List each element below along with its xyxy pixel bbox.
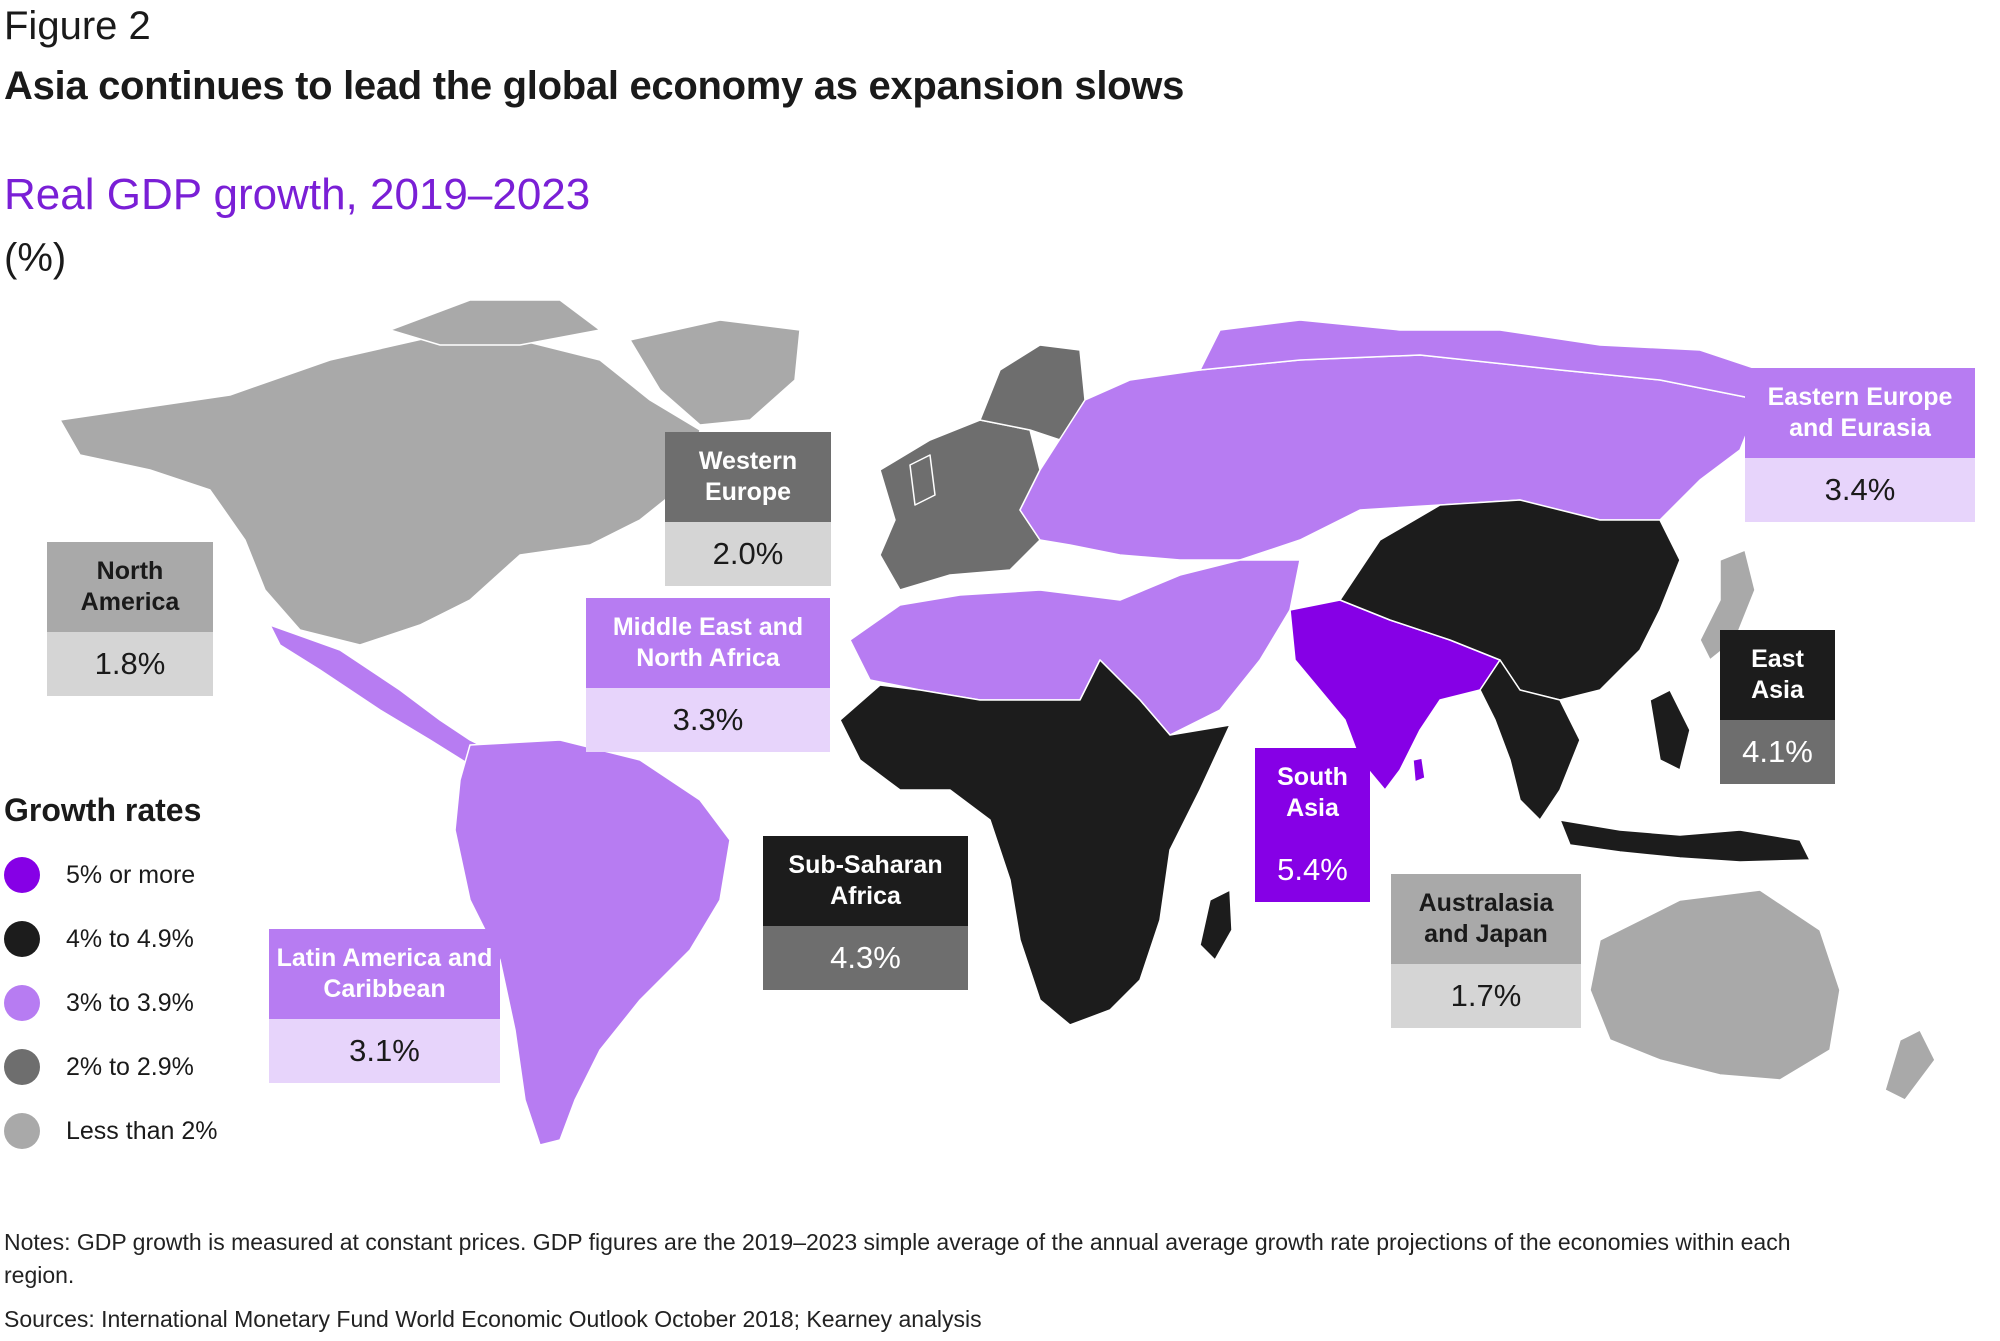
region-scandinavia (979, 344, 1086, 441)
legend-label: 4% to 4.9% (66, 924, 194, 953)
region-name: Australasia and Japan (1391, 874, 1581, 964)
callout-south-asia: South Asia 5.4% (1255, 748, 1370, 902)
region-value: 3.4% (1745, 458, 1975, 522)
legend-item: 2% to 2.9% (4, 1049, 194, 1085)
callout-middle-east-north-africa: Middle East and North Africa 3.3% (586, 598, 830, 752)
region-new-zealand (1884, 1029, 1936, 1101)
region-arctic-islands (389, 300, 601, 346)
callout-western-europe: Western Europe 2.0% (665, 432, 831, 586)
callout-latin-america-caribbean: Latin America and Caribbean 3.1% (269, 929, 500, 1083)
legend-item: 5% or more (4, 857, 195, 893)
region-sub-saharan-africa (839, 659, 1231, 1026)
region-name: Sub-Saharan Africa (763, 836, 968, 926)
legend-item: 4% to 4.9% (4, 921, 194, 957)
region-value: 1.8% (47, 632, 213, 696)
legend-label: Less than 2% (66, 1116, 218, 1145)
region-central-america (269, 624, 501, 766)
region-western-europe (879, 419, 1041, 591)
legend-swatch (4, 1049, 40, 1085)
region-value: 2.0% (665, 522, 831, 586)
region-value: 1.7% (1391, 964, 1581, 1028)
world-map (59, 300, 1936, 1146)
region-australia (1589, 889, 1841, 1081)
legend-item: Less than 2% (4, 1113, 218, 1149)
region-name: Western Europe (665, 432, 831, 522)
region-name: Latin America and Caribbean (269, 929, 500, 1019)
legend-swatch (4, 857, 40, 893)
region-value: 3.1% (269, 1019, 500, 1083)
region-value: 4.1% (1720, 720, 1835, 784)
legend-label: 2% to 2.9% (66, 1052, 194, 1081)
region-south-america (454, 739, 731, 1146)
region-uk (909, 454, 936, 506)
legend-swatch (4, 985, 40, 1021)
region-madagascar (1199, 889, 1233, 961)
unit-label: (%) (4, 236, 67, 280)
legend-title: Growth rates (4, 792, 202, 828)
region-sri-lanka (1412, 757, 1426, 783)
region-name: East Asia (1720, 630, 1835, 720)
legend-label: 5% or more (66, 860, 196, 889)
region-indonesia (1559, 819, 1811, 863)
callout-sub-saharan-africa: Sub-Saharan Africa 4.3% (763, 836, 968, 990)
chart-subtitle: Real GDP growth, 2019–2023 (4, 170, 591, 219)
region-value: 4.3% (763, 926, 968, 990)
notes-text: Notes: GDP growth is measured at constan… (4, 1229, 1791, 1289)
region-name: North America (47, 542, 213, 632)
region-east-asia (1339, 499, 1681, 701)
region-name: Eastern Europe and Eurasia (1745, 368, 1975, 458)
region-siberia-north (1199, 319, 1761, 401)
region-value: 5.4% (1255, 838, 1370, 902)
legend-label: 3% to 3.9% (66, 988, 194, 1017)
callout-east-asia: East Asia 4.1% (1720, 630, 1835, 784)
sources-text: Sources: International Monetary Fund Wor… (4, 1306, 982, 1332)
callout-eastern-europe-eurasia: Eastern Europe and Eurasia 3.4% (1745, 368, 1975, 522)
figure-label: Figure 2 (4, 4, 151, 48)
region-value: 3.3% (586, 688, 830, 752)
legend-swatch (4, 1113, 40, 1149)
region-philippines (1649, 689, 1691, 771)
callout-australasia-japan: Australasia and Japan 1.7% (1391, 874, 1581, 1028)
legend-swatch (4, 921, 40, 957)
region-name: Middle East and North Africa (586, 598, 830, 688)
chart-title: Asia continues to lead the global econom… (4, 64, 1185, 108)
region-name: South Asia (1255, 748, 1370, 838)
region-greenland (629, 319, 801, 426)
callout-north-america: North America 1.8% (47, 542, 213, 696)
legend-item: 3% to 3.9% (4, 985, 194, 1021)
region-southeast-asia (1479, 659, 1581, 821)
